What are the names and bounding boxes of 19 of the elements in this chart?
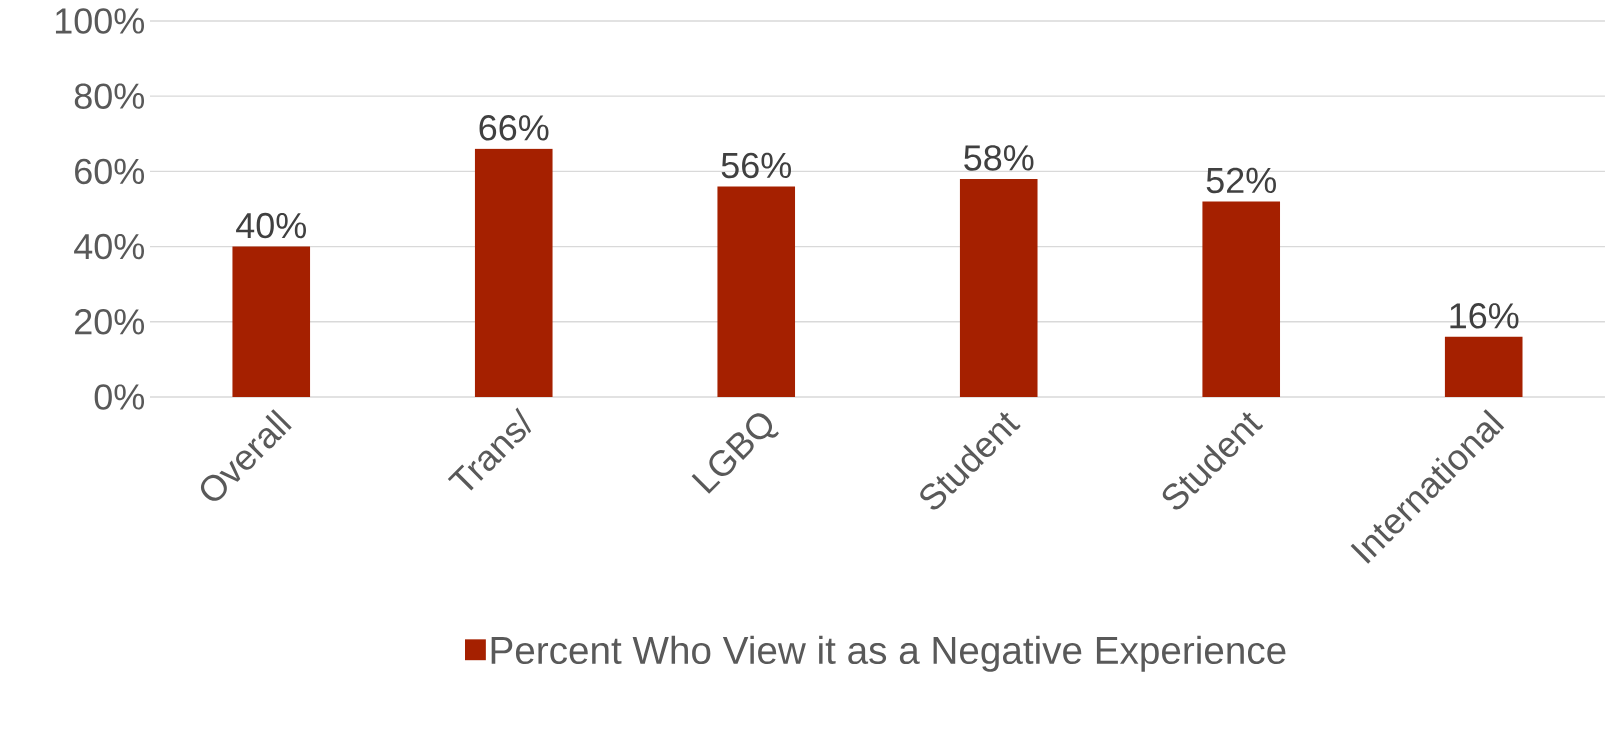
y-tick-label: 0% <box>94 384 145 410</box>
bar <box>959 178 1038 397</box>
y-tick-label: 40% <box>74 233 145 260</box>
y-tick-label: 60% <box>75 158 145 185</box>
y-tick-label: 80% <box>74 83 145 109</box>
data-label: 58% <box>964 145 1034 171</box>
y-tick-label: 100% <box>55 8 145 34</box>
data-label: 52% <box>1206 167 1276 194</box>
bar <box>717 186 796 397</box>
bar <box>1202 201 1281 397</box>
data-label: 16% <box>1450 303 1519 329</box>
data-label: 66% <box>479 115 549 141</box>
bar <box>232 246 311 397</box>
data-label: 56% <box>721 152 791 179</box>
bar <box>1444 336 1523 397</box>
y-tick-label: 20% <box>75 309 145 335</box>
data-label: 40% <box>236 212 306 239</box>
bar <box>474 148 553 397</box>
legend-label: Percent Who View it as a Negative Experience <box>491 635 1286 672</box>
